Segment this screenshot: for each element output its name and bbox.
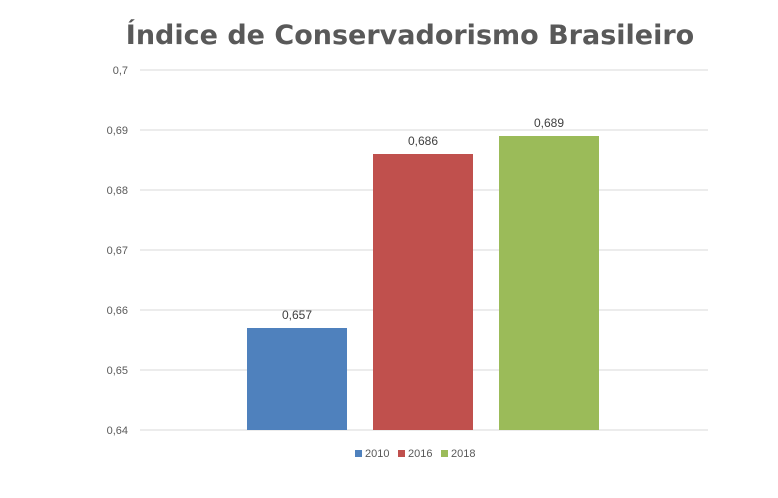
bar-2018 — [499, 136, 599, 430]
y-tick-label: 0,64 — [107, 425, 128, 437]
data-label-2016: 0,686 — [408, 134, 438, 148]
legend-label-2018: 2018 — [451, 448, 475, 460]
y-tick-label: 0,65 — [107, 365, 128, 377]
legend-swatch-2016 — [398, 450, 405, 457]
y-tick-label: 0,67 — [107, 245, 128, 257]
data-label-2018: 0,689 — [534, 116, 564, 130]
data-label-2010: 0,657 — [282, 308, 312, 322]
legend-swatch-2010 — [355, 450, 362, 457]
y-tick-label: 0,69 — [107, 125, 128, 137]
bar-2010 — [247, 328, 347, 430]
y-tick-label: 0,66 — [107, 305, 128, 317]
bar-2016 — [373, 154, 473, 430]
chart-title: Índice de Conservadorismo Brasileiro — [125, 20, 695, 51]
y-tick-label: 0,7 — [113, 65, 128, 77]
legend-label-2016: 2016 — [408, 448, 432, 460]
legend-swatch-2018 — [441, 450, 448, 457]
y-tick-label: 0,68 — [107, 185, 128, 197]
legend-label-2010: 2010 — [365, 448, 389, 460]
